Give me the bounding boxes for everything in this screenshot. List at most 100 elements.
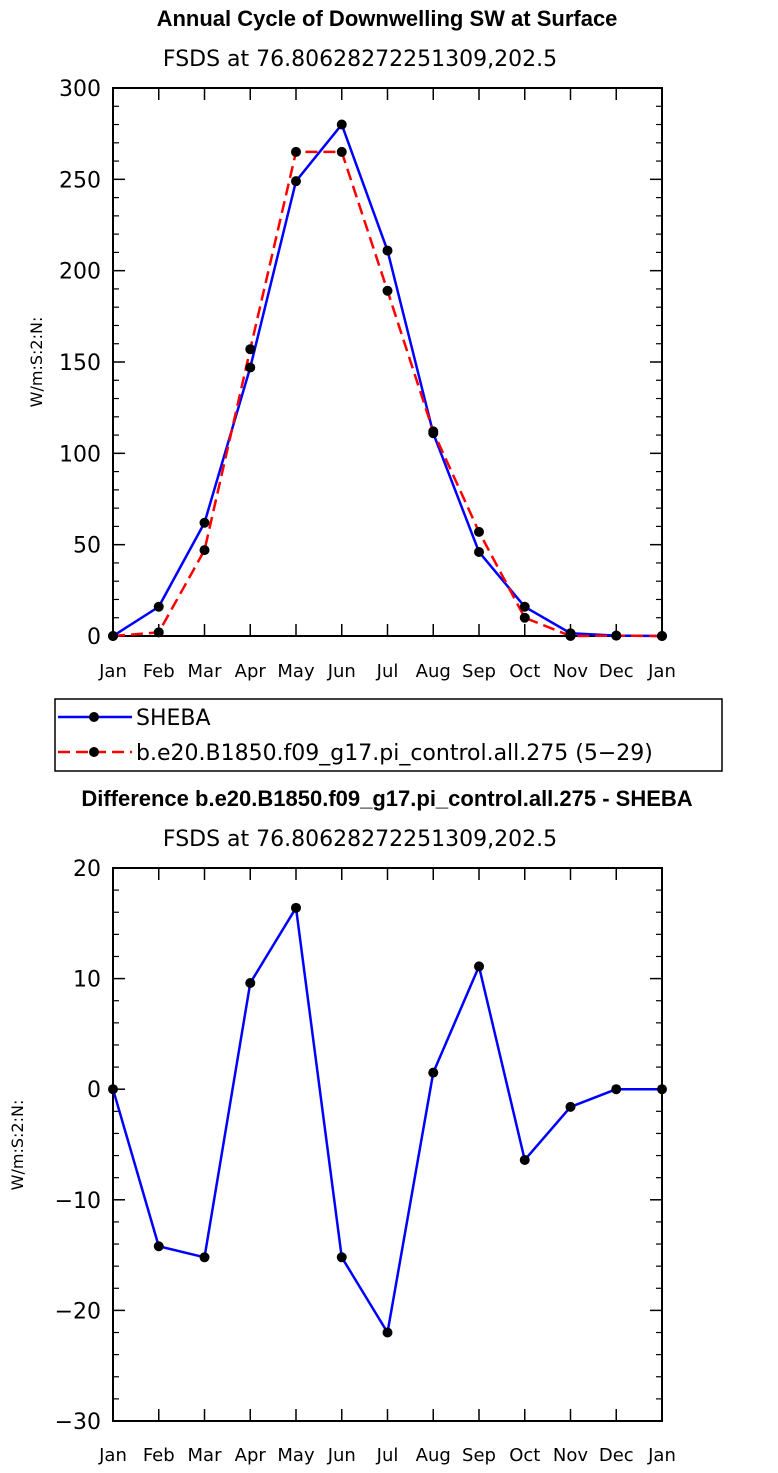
x-tick-label: Nov [553, 1445, 588, 1466]
legend: SHEBA b.e20.B1850.f09_g17.pi_control.all… [54, 698, 723, 772]
axis-ticks [112, 87, 663, 637]
data-point-series-0 [382, 245, 393, 256]
y-tick-label: 250 [59, 168, 101, 193]
legend-marker-sheba [89, 712, 99, 722]
chart-subtitle: FSDS at 76.80628272251309,202.5 [163, 47, 557, 72]
y-tick-label: −30 [55, 1410, 101, 1435]
series-line-1 [112, 150, 663, 638]
data-point-series-1 [382, 285, 393, 296]
x-tick-labels: Jan Feb Mar Apr May Jun Jul Aug Sep Oct Nov Dec Jan [98, 1445, 676, 1466]
x-tick-label: Aug [416, 1445, 451, 1466]
axis-ticks [112, 867, 663, 1422]
x-tick-label: May [277, 1445, 315, 1466]
x-tick-label: Jan [647, 661, 676, 682]
data-point-series-0 [474, 546, 484, 557]
data-point-series-0 [108, 1084, 118, 1095]
data-point-series-1 [611, 630, 622, 641]
x-tick-label: Feb [143, 1445, 175, 1466]
data-point-series-1 [474, 526, 484, 537]
series-points [108, 902, 667, 1338]
data-point-series-0 [199, 517, 210, 528]
data-point-series-0 [153, 1241, 164, 1252]
x-tick-label: Aug [416, 661, 451, 682]
data-point-series-0 [245, 978, 256, 989]
y-tick-label: 300 [59, 77, 101, 102]
x-tick-label: Jan [98, 661, 127, 682]
data-point-series-0 [199, 1252, 210, 1263]
x-tick-label: Jun [327, 661, 356, 682]
y-tick-label: −10 [55, 1189, 101, 1214]
series-points [108, 119, 667, 641]
data-point-series-0 [565, 1101, 576, 1112]
x-tick-label: Dec [599, 1445, 634, 1466]
data-point-series-0 [519, 601, 530, 612]
plot-frame [112, 867, 663, 1422]
x-tick-label: Jan [647, 1445, 676, 1466]
data-point-series-0 [657, 1084, 667, 1095]
data-point-series-1 [291, 146, 301, 157]
data-point-series-1 [519, 612, 530, 623]
chart-subtitle: FSDS at 76.80628272251309,202.5 [163, 827, 557, 852]
y-tick-label: 10 [73, 968, 101, 993]
data-point-series-1 [108, 631, 118, 641]
legend-marker-model [89, 747, 99, 757]
x-tick-label: Apr [235, 1445, 267, 1466]
data-point-series-1 [565, 631, 576, 641]
x-tick-label: Jul [376, 1445, 399, 1466]
x-tick-label: Mar [188, 1445, 223, 1466]
y-axis-label: W/m:S:2:N: [8, 1100, 27, 1191]
data-point-series-0 [245, 362, 256, 373]
x-tick-label: Apr [235, 661, 267, 682]
data-point-series-1 [657, 631, 667, 641]
x-tick-label: Feb [143, 661, 175, 682]
legend-label-model: b.e20.B1850.f09_g17.pi_control.all.275 (… [136, 741, 653, 766]
data-point-series-1 [199, 545, 210, 556]
data-point-series-1 [245, 344, 256, 355]
plot-frame [112, 87, 663, 637]
data-point-series-0 [291, 176, 301, 187]
y-tick-label: 20 [73, 857, 101, 882]
y-tick-label: 200 [59, 260, 101, 285]
chart-title: Annual Cycle of Downwelling SW at Surfac… [157, 6, 618, 31]
x-tick-label: Jun [327, 1445, 356, 1466]
data-point-series-1 [153, 627, 164, 638]
x-tick-label: Jan [98, 1445, 127, 1466]
data-point-series-0 [153, 601, 164, 612]
legend-box [54, 698, 723, 772]
series-lines [111, 906, 662, 1334]
x-tick-label: Dec [599, 661, 634, 682]
series-line-0 [112, 123, 663, 638]
x-tick-label: May [277, 661, 315, 682]
y-tick-label: 50 [73, 534, 101, 559]
y-tick-label: −20 [55, 1299, 101, 1324]
data-point-series-0 [474, 961, 484, 972]
series-lines [112, 123, 663, 638]
y-tick-label: 100 [59, 442, 101, 467]
data-point-series-1 [336, 146, 347, 157]
difference-chart: Difference b.e20.B1850.f09_g17.pi_contro… [8, 786, 693, 1466]
x-tick-label: Oct [509, 661, 540, 682]
annual-cycle-chart: Annual Cycle of Downwelling SW at Surfac… [27, 6, 676, 682]
data-point-series-0 [336, 1252, 347, 1263]
x-tick-label: Nov [553, 661, 588, 682]
x-tick-label: Oct [509, 1445, 540, 1466]
y-tick-label: 0 [87, 625, 101, 650]
data-point-series-0 [382, 1327, 393, 1338]
y-axis-label: W/m:S:2:N: [27, 317, 46, 408]
x-tick-label: Mar [188, 661, 223, 682]
y-tick-label: 0 [87, 1078, 101, 1103]
data-point-series-0 [291, 902, 301, 913]
x-tick-label: Sep [462, 1445, 496, 1466]
y-tick-labels: −30 −20 −10 0 10 20 [55, 857, 101, 1435]
legend-label-sheba: SHEBA [136, 706, 211, 731]
series-line-0 [111, 906, 662, 1334]
data-point-series-0 [519, 1154, 530, 1165]
x-tick-label: Jul [376, 661, 399, 682]
x-tick-labels: Jan Feb Mar Apr May Jun Jul Aug Sep Oct Nov Dec Jan [98, 661, 676, 682]
chart-title: Difference b.e20.B1850.f09_g17.pi_contro… [81, 786, 692, 811]
y-tick-labels: 0 50 100 150 200 250 300 [59, 77, 101, 650]
data-point-series-0 [611, 1084, 622, 1095]
y-tick-label: 150 [59, 351, 101, 376]
data-point-series-1 [428, 426, 439, 437]
